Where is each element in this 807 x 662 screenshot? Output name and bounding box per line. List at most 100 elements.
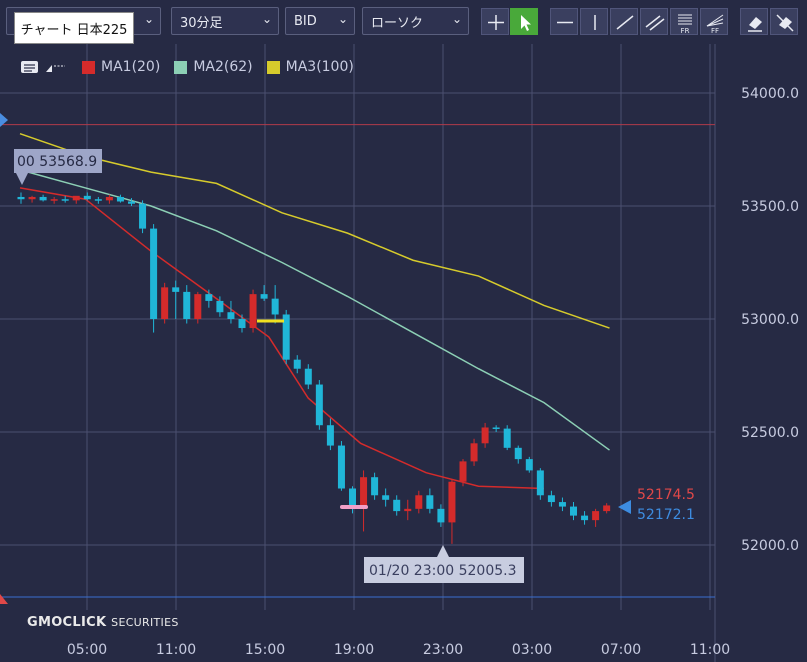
candle-body	[150, 228, 158, 319]
candle-body	[238, 319, 246, 329]
pointer-tool[interactable]	[510, 8, 538, 35]
legend-menu-icon[interactable]	[20, 59, 40, 75]
symbol-tooltip: チャート 日本225	[14, 12, 134, 44]
price-select-label: BID	[294, 13, 317, 29]
lower-alert-arrow	[0, 594, 8, 604]
legend-collapse-icon[interactable]	[44, 59, 66, 75]
bid-price-label: 52172.1	[637, 507, 695, 523]
crosshair-tool[interactable]	[481, 8, 509, 35]
candle-body	[216, 300, 224, 313]
trend-line-icon	[616, 15, 634, 30]
toolbar: チャート 日本225 ⌄ チャート 日本225 30分足 ⌄ BID ⌄ ローソ…	[0, 0, 807, 44]
candle-body	[128, 201, 135, 204]
period-select-label: 30分足	[180, 15, 223, 31]
fibonacci-fan-tool[interactable]: FF	[700, 8, 728, 35]
candle-body	[116, 196, 124, 202]
chart-type-select[interactable]: ローソク ⌄	[362, 7, 469, 35]
vertical-line-icon	[594, 15, 596, 30]
fibonacci-fan-icon: FF	[706, 14, 724, 35]
legend-ma3[interactable]: MA3(100)	[266, 59, 354, 75]
candle-body	[139, 203, 147, 229]
candle-body	[94, 199, 102, 201]
ma3-swatch	[266, 60, 280, 74]
candle-body	[271, 298, 279, 315]
delete-all-icon	[776, 14, 794, 32]
candle-body	[492, 427, 500, 429]
alert-lines	[0, 113, 715, 604]
fibonacci-retracement-tool[interactable]: FR	[670, 8, 698, 35]
candle-body	[337, 445, 345, 489]
candle-body	[293, 359, 301, 369]
moving-average-lines	[19, 132, 610, 490]
candle-body	[514, 447, 522, 460]
candle-body	[105, 196, 113, 201]
candle-body	[28, 196, 36, 200]
candles	[17, 192, 611, 544]
candle-body	[503, 428, 511, 448]
candle-body	[315, 384, 323, 426]
period-select[interactable]: 30分足 ⌄	[171, 7, 279, 35]
brand-name: GMOCLICK	[27, 615, 107, 630]
candle-body	[304, 368, 312, 385]
chart-type-select-label: ローソク	[371, 15, 424, 31]
svg-text:FR: FR	[681, 27, 690, 35]
candle-body	[459, 461, 467, 482]
candle-body	[17, 196, 25, 200]
y-tick-label: 53000.0	[741, 312, 799, 328]
pointer-icon	[521, 15, 531, 31]
y-axis: 54000.0 53500.0 53000.0 52500.0 52000.0	[741, 86, 799, 554]
horizontal-line-tool[interactable]	[550, 8, 578, 35]
candle-body	[382, 495, 390, 500]
high-marker-box	[14, 149, 102, 173]
candle-body	[194, 294, 202, 319]
delete-all-tool[interactable]	[770, 8, 798, 35]
x-tick-label: 03:00	[512, 642, 552, 658]
ma1-swatch	[82, 60, 95, 74]
brand-suffix: SECURITIES	[111, 616, 179, 629]
legend-ma2[interactable]: MA2(62)	[174, 59, 253, 75]
vertical-line-tool[interactable]	[580, 8, 608, 35]
candle-body	[260, 294, 268, 299]
x-tick-label: 15:00	[245, 642, 285, 658]
chevron-down-icon: ⌄	[143, 12, 154, 26]
chevron-down-icon: ⌄	[451, 12, 462, 26]
ma1-label: MA1(20)	[101, 59, 161, 75]
x-tick-label: 23:00	[423, 642, 463, 658]
candle-body	[525, 459, 533, 471]
candle-body	[415, 495, 423, 509]
low-marker-label: 01/20 23:00 52005.3	[369, 563, 517, 579]
eraser-tool[interactable]	[740, 8, 768, 35]
candle-body	[326, 425, 334, 446]
candle-body	[39, 196, 47, 201]
y-tick-label: 52500.0	[741, 425, 799, 441]
candle-body	[581, 515, 589, 521]
candle-body	[172, 287, 180, 292]
trend-line-tool[interactable]	[610, 8, 638, 35]
high-marker-pointer	[16, 173, 28, 185]
brand-watermark: GMOCLICK SECURITIES	[27, 615, 179, 630]
upper-alert-arrow	[0, 113, 8, 127]
ma2-label: MA2(62)	[193, 59, 253, 75]
legend-ma1[interactable]: MA1(20)	[82, 59, 160, 75]
horizontal-line-icon	[557, 21, 573, 24]
low-marker-box	[364, 557, 524, 583]
ma2-swatch	[174, 60, 188, 74]
svg-text:FF: FF	[711, 27, 719, 35]
x-tick-label: 11:00	[156, 642, 196, 658]
crosshair-icon	[488, 15, 504, 30]
chart-legend: MA1(20) MA2(62) MA3(100)	[20, 57, 368, 77]
ask-price-label: 52174.5	[637, 487, 695, 503]
x-tick-label: 07:00	[601, 642, 641, 658]
price-select[interactable]: BID ⌄	[285, 7, 355, 35]
candle-body	[426, 495, 434, 509]
channel-tool[interactable]	[640, 8, 668, 35]
ma3-label: MA3(100)	[285, 59, 354, 75]
y-tick-label: 54000.0	[741, 86, 799, 102]
candle-body	[393, 499, 401, 512]
x-tick-label: 05:00	[67, 642, 107, 658]
candle-body	[371, 477, 379, 496]
candle-body	[570, 506, 577, 516]
candle-body	[282, 314, 290, 360]
eraser-icon	[748, 17, 762, 32]
